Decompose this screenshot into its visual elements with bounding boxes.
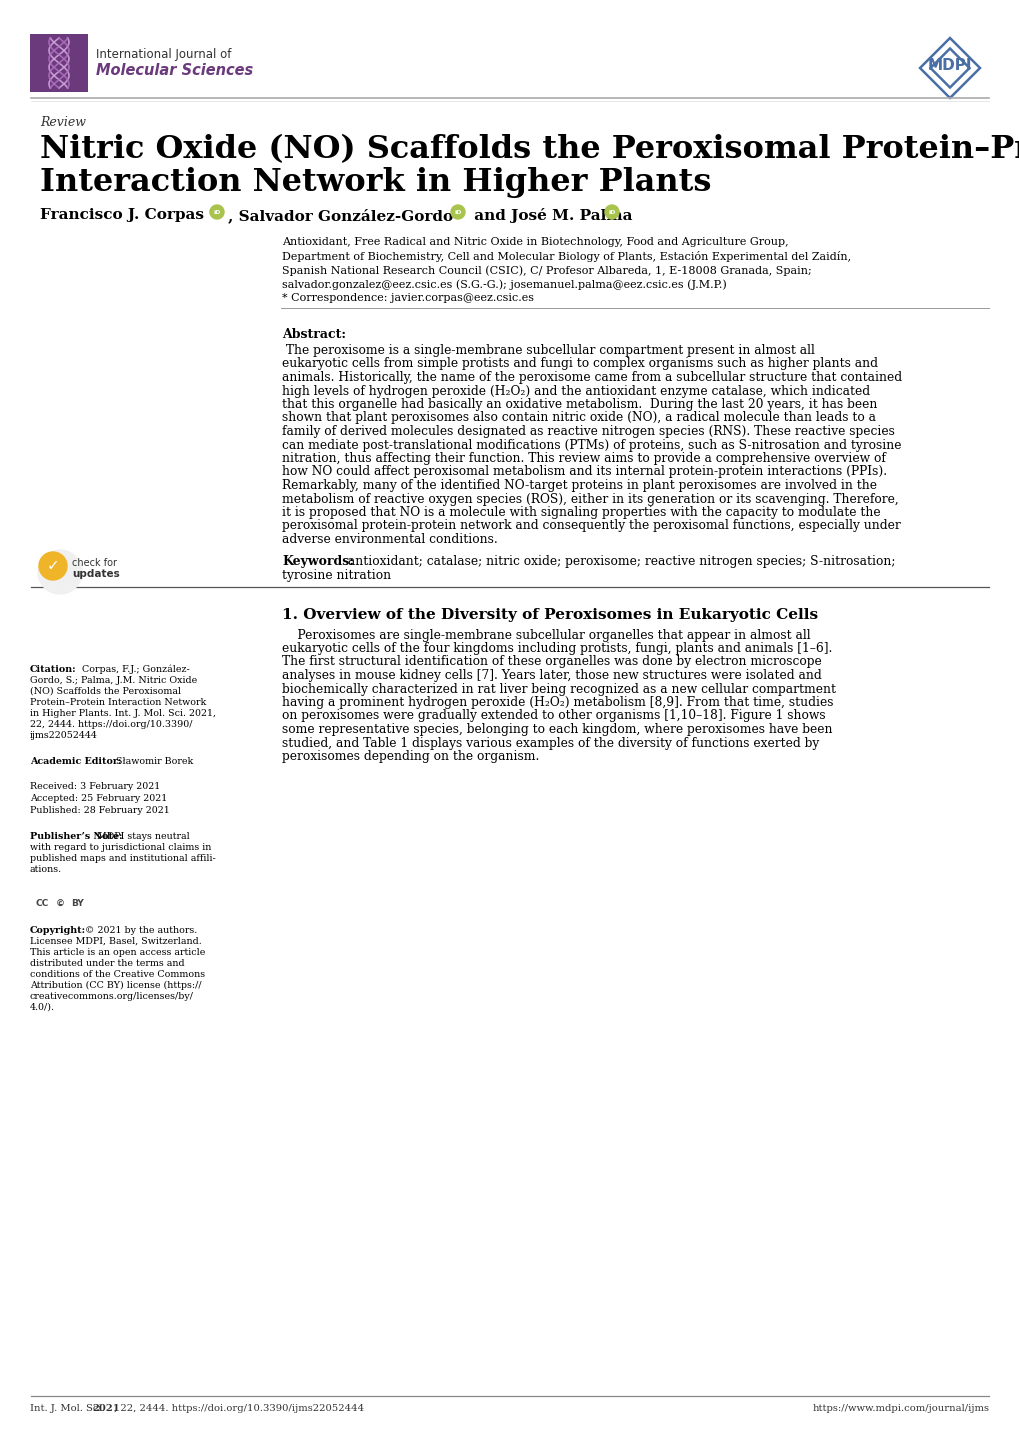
Circle shape xyxy=(210,205,224,219)
Text: eukaryotic cells from simple protists and fungi to complex organisms such as hig: eukaryotic cells from simple protists an… xyxy=(281,358,877,371)
Text: Received: 3 February 2021: Received: 3 February 2021 xyxy=(30,782,160,792)
Text: Peroxisomes are single-membrane subcellular organelles that appear in almost all: Peroxisomes are single-membrane subcellu… xyxy=(281,629,810,642)
Text: (NO) Scaffolds the Peroxisomal: (NO) Scaffolds the Peroxisomal xyxy=(30,686,181,696)
Text: salvador.gonzalez@eez.csic.es (S.G.-G.); josemanuel.palma@eez.csic.es (J.M.P.): salvador.gonzalez@eez.csic.es (S.G.-G.);… xyxy=(281,278,727,290)
Text: Published: 28 February 2021: Published: 28 February 2021 xyxy=(30,806,169,815)
Text: creativecommons.org/licenses/by/: creativecommons.org/licenses/by/ xyxy=(30,992,194,1001)
Text: Department of Biochemistry, Cell and Molecular Biology of Plants, Estación Exper: Department of Biochemistry, Cell and Mol… xyxy=(281,251,850,262)
Circle shape xyxy=(39,552,67,580)
Text: Academic Editor:: Academic Editor: xyxy=(30,757,121,766)
Text: nitration, thus affecting their function. This review aims to provide a comprehe: nitration, thus affecting their function… xyxy=(281,451,886,464)
Text: Sławomir Borek: Sławomir Borek xyxy=(113,757,193,766)
Text: Int. J. Mol. Sci.: Int. J. Mol. Sci. xyxy=(30,1405,108,1413)
Text: biochemically characterized in rat liver being recognized as a new cellular comp: biochemically characterized in rat liver… xyxy=(281,682,836,695)
Text: family of derived molecules designated as reactive nitrogen species (RNS). These: family of derived molecules designated a… xyxy=(281,425,894,438)
Circle shape xyxy=(49,893,71,916)
Text: it is proposed that NO is a molecule with signaling properties with the capacity: it is proposed that NO is a molecule wit… xyxy=(281,506,879,519)
Text: , 22, 2444. https://doi.org/10.3390/ijms22052444: , 22, 2444. https://doi.org/10.3390/ijms… xyxy=(114,1405,364,1413)
Text: on peroxisomes were gradually extended to other organisms [1,10–18]. Figure 1 sh: on peroxisomes were gradually extended t… xyxy=(281,709,824,722)
Text: MDPI stays neutral: MDPI stays neutral xyxy=(94,832,190,841)
Text: Interaction Network in Higher Plants: Interaction Network in Higher Plants xyxy=(40,167,711,198)
Circle shape xyxy=(38,549,82,594)
Text: Copyright:: Copyright: xyxy=(30,926,86,934)
Text: iD: iD xyxy=(607,209,615,215)
Text: ijms22052444: ijms22052444 xyxy=(30,731,98,740)
Text: eukaryotic cells of the four kingdoms including protists, fungi, plants and anim: eukaryotic cells of the four kingdoms in… xyxy=(281,642,832,655)
Text: Protein–Protein Interaction Network: Protein–Protein Interaction Network xyxy=(30,698,206,707)
Text: 4.0/).: 4.0/). xyxy=(30,1004,55,1012)
Text: shown that plant peroxisomes also contain nitric oxide (NO), a radical molecule : shown that plant peroxisomes also contai… xyxy=(281,411,875,424)
Text: animals. Historically, the name of the peroxisome came from a subcellular struct: animals. Historically, the name of the p… xyxy=(281,371,901,384)
Text: some representative species, belonging to each kingdom, where peroxisomes have b: some representative species, belonging t… xyxy=(281,722,832,735)
Text: having a prominent hydrogen peroxide (H₂O₂) metabolism [8,9]. From that time, st: having a prominent hydrogen peroxide (H₂… xyxy=(281,696,833,709)
Text: conditions of the Creative Commons: conditions of the Creative Commons xyxy=(30,970,205,979)
Text: metabolism of reactive oxygen species (ROS), either in its generation or its sca: metabolism of reactive oxygen species (R… xyxy=(281,493,898,506)
Text: © 2021 by the authors.: © 2021 by the authors. xyxy=(82,926,197,934)
Text: MDPI: MDPI xyxy=(927,59,971,74)
Text: iD: iD xyxy=(453,209,462,215)
Text: ©: © xyxy=(55,900,64,908)
FancyBboxPatch shape xyxy=(30,35,88,92)
Text: International Journal of: International Journal of xyxy=(96,48,231,61)
Circle shape xyxy=(604,205,619,219)
Text: , Salvador González-Gordo: , Salvador González-Gordo xyxy=(228,208,452,224)
Text: Spanish National Research Council (CSIC), C/ Profesor Albareda, 1, E-18008 Grana: Spanish National Research Council (CSIC)… xyxy=(281,265,811,275)
Text: The peroxisome is a single-membrane subcellular compartment present in almost al: The peroxisome is a single-membrane subc… xyxy=(281,345,814,358)
Text: high levels of hydrogen peroxide (H₂O₂) and the antioxidant enzyme catalase, whi: high levels of hydrogen peroxide (H₂O₂) … xyxy=(281,385,869,398)
Text: This article is an open access article: This article is an open access article xyxy=(30,947,205,957)
Text: tyrosine nitration: tyrosine nitration xyxy=(281,568,390,581)
Text: Antioxidant, Free Radical and Nitric Oxide in Biotechnology, Food and Agricultur: Antioxidant, Free Radical and Nitric Oxi… xyxy=(281,236,788,247)
Text: studied, and Table 1 displays various examples of the diversity of functions exe: studied, and Table 1 displays various ex… xyxy=(281,737,818,750)
Text: Molecular Sciences: Molecular Sciences xyxy=(96,63,253,78)
Text: Review: Review xyxy=(40,115,86,128)
Text: ✓: ✓ xyxy=(47,558,59,574)
Text: can mediate post-translational modifications (PTMs) of proteins, such as S-nitro: can mediate post-translational modificat… xyxy=(281,438,901,451)
Text: Nitric Oxide (NO) Scaffolds the Peroxisomal Protein–Protein: Nitric Oxide (NO) Scaffolds the Peroxiso… xyxy=(40,134,1019,164)
Circle shape xyxy=(450,205,465,219)
Text: with regard to jurisdictional claims in: with regard to jurisdictional claims in xyxy=(30,844,211,852)
Text: analyses in mouse kidney cells [7]. Years later, those new structures were isola: analyses in mouse kidney cells [7]. Year… xyxy=(281,669,821,682)
Text: CC: CC xyxy=(36,900,49,908)
Text: Abstract:: Abstract: xyxy=(281,327,345,340)
Text: iD: iD xyxy=(213,209,220,215)
Text: updates: updates xyxy=(72,570,119,580)
Text: * Correspondence: javier.corpas@eez.csic.es: * Correspondence: javier.corpas@eez.csic… xyxy=(281,293,534,303)
Text: 2021: 2021 xyxy=(92,1405,119,1413)
Text: 22, 2444. https://doi.org/10.3390/: 22, 2444. https://doi.org/10.3390/ xyxy=(30,720,193,730)
Text: Attribution (CC BY) license (https://: Attribution (CC BY) license (https:// xyxy=(30,981,202,991)
Circle shape xyxy=(31,893,53,916)
Text: in Higher Plants. Int. J. Mol. Sci. 2021,: in Higher Plants. Int. J. Mol. Sci. 2021… xyxy=(30,709,216,718)
Text: peroxisomes depending on the organism.: peroxisomes depending on the organism. xyxy=(281,750,539,763)
Text: Publisher’s Note:: Publisher’s Note: xyxy=(30,832,122,841)
Text: peroxisomal protein-protein network and consequently the peroxisomal functions, : peroxisomal protein-protein network and … xyxy=(281,519,900,532)
Text: Accepted: 25 February 2021: Accepted: 25 February 2021 xyxy=(30,795,167,803)
Text: Gordo, S.; Palma, J.M. Nitric Oxide: Gordo, S.; Palma, J.M. Nitric Oxide xyxy=(30,676,197,685)
Text: Licensee MDPI, Basel, Switzerland.: Licensee MDPI, Basel, Switzerland. xyxy=(30,937,202,946)
Text: and José M. Palma: and José M. Palma xyxy=(469,208,632,224)
Text: ations.: ations. xyxy=(30,865,62,874)
Text: Keywords:: Keywords: xyxy=(281,555,354,568)
Text: distributed under the terms and: distributed under the terms and xyxy=(30,959,184,968)
Text: Remarkably, many of the identified NO-target proteins in plant peroxisomes are i: Remarkably, many of the identified NO-ta… xyxy=(281,479,876,492)
Text: Citation:: Citation: xyxy=(30,665,76,673)
Text: Corpas, F.J.; González-: Corpas, F.J.; González- xyxy=(78,665,190,675)
Text: how NO could affect peroxisomal metabolism and its internal protein-protein inte: how NO could affect peroxisomal metaboli… xyxy=(281,466,887,479)
Text: published maps and institutional affili-: published maps and institutional affili- xyxy=(30,854,216,862)
Text: The first structural identification of these organelles was done by electron mic: The first structural identification of t… xyxy=(281,656,821,669)
Text: that this organelle had basically an oxidative metabolism.  During the last 20 y: that this organelle had basically an oxi… xyxy=(281,398,876,411)
Text: 1. Overview of the Diversity of Peroxisomes in Eukaryotic Cells: 1. Overview of the Diversity of Peroxiso… xyxy=(281,609,817,623)
Circle shape xyxy=(67,893,89,916)
Text: adverse environmental conditions.: adverse environmental conditions. xyxy=(281,534,497,547)
Text: antioxidant; catalase; nitric oxide; peroxisome; reactive nitrogen species; S-ni: antioxidant; catalase; nitric oxide; per… xyxy=(343,555,895,568)
Text: Francisco J. Corpas *: Francisco J. Corpas * xyxy=(40,208,217,222)
Text: check for: check for xyxy=(72,558,117,568)
Text: https://www.mdpi.com/journal/ijms: https://www.mdpi.com/journal/ijms xyxy=(812,1405,989,1413)
Text: BY: BY xyxy=(71,900,85,908)
